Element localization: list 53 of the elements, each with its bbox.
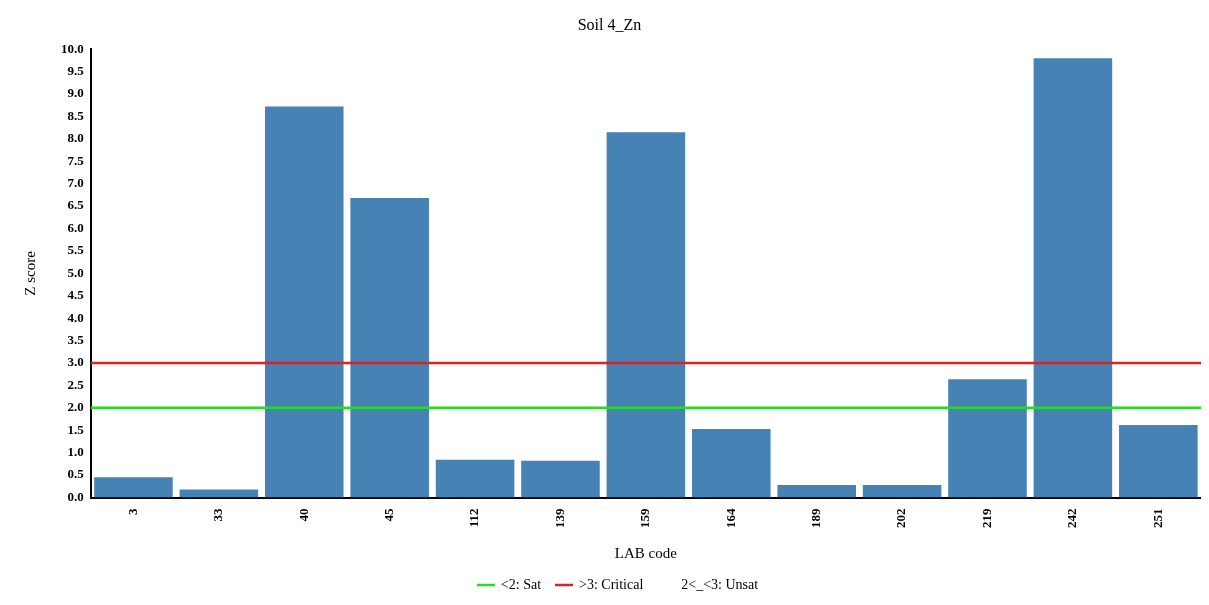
bar: [94, 477, 173, 498]
legend-label: <2: Sat: [500, 576, 542, 592]
y-tick-label: 4.0: [67, 309, 84, 325]
x-tick-label: 139: [551, 508, 567, 528]
y-tick-label: 1.0: [67, 444, 84, 460]
y-tick-label: 10.0: [61, 40, 84, 56]
bar: [862, 484, 942, 498]
x-tick-label: 202: [893, 508, 909, 528]
y-tick-label: 9.0: [67, 85, 84, 101]
y-axis-title: Z score: [21, 250, 38, 296]
y-tick-label: 9.5: [67, 62, 85, 78]
x-axis-title: LAB code: [614, 544, 678, 561]
bar: [777, 484, 856, 498]
x-tick-label: 112: [466, 508, 482, 528]
y-tick-label: 8.0: [67, 130, 84, 146]
y-tick-label: 6.0: [67, 219, 84, 235]
x-tick-label: 219: [978, 508, 994, 528]
bar: [1119, 424, 1198, 498]
y-tick-label: 0.5: [67, 466, 85, 482]
y-tick-label: 3.0: [67, 354, 84, 370]
bar: [606, 132, 686, 498]
bar: [350, 198, 429, 498]
legend-label: >3: Critical: [579, 576, 644, 592]
x-tick-label: 189: [808, 508, 824, 528]
bar: [521, 460, 600, 498]
bar: [435, 459, 515, 498]
x-tick-label: 45: [381, 508, 397, 522]
y-tick-label: 4.5: [67, 287, 85, 303]
x-tick-label: 33: [210, 508, 226, 522]
bar: [264, 106, 344, 498]
x-tick-label: 164: [722, 508, 738, 528]
y-tick-label: 3.5: [67, 331, 85, 347]
y-tick-label: 2.5: [67, 376, 85, 392]
x-tick-label: 242: [1064, 508, 1080, 528]
y-tick-label: 7.0: [67, 175, 84, 191]
bar: [948, 379, 1027, 498]
y-tick-label: 2.0: [67, 399, 84, 415]
text: 2<_<3: Unsat: [681, 576, 759, 592]
y-tick-label: 7.5: [67, 152, 85, 168]
y-tick-label: 5.0: [67, 264, 84, 280]
x-tick-label: 40: [295, 508, 311, 522]
y-tick-label: 0.0: [67, 488, 84, 504]
bar: [179, 489, 259, 498]
y-tick-label: 8.5: [67, 107, 85, 123]
chart-title: Soil 4_Zn: [577, 15, 642, 33]
x-tick-label: 251: [1149, 508, 1165, 528]
bar: [691, 428, 771, 498]
x-tick-label: 159: [637, 508, 653, 528]
bar: [1033, 58, 1113, 498]
y-tick-label: 5.5: [67, 242, 85, 258]
y-tick-label: 6.5: [67, 197, 85, 213]
y-tick-label: 1.5: [67, 421, 85, 437]
x-tick-label: 3: [124, 508, 140, 515]
